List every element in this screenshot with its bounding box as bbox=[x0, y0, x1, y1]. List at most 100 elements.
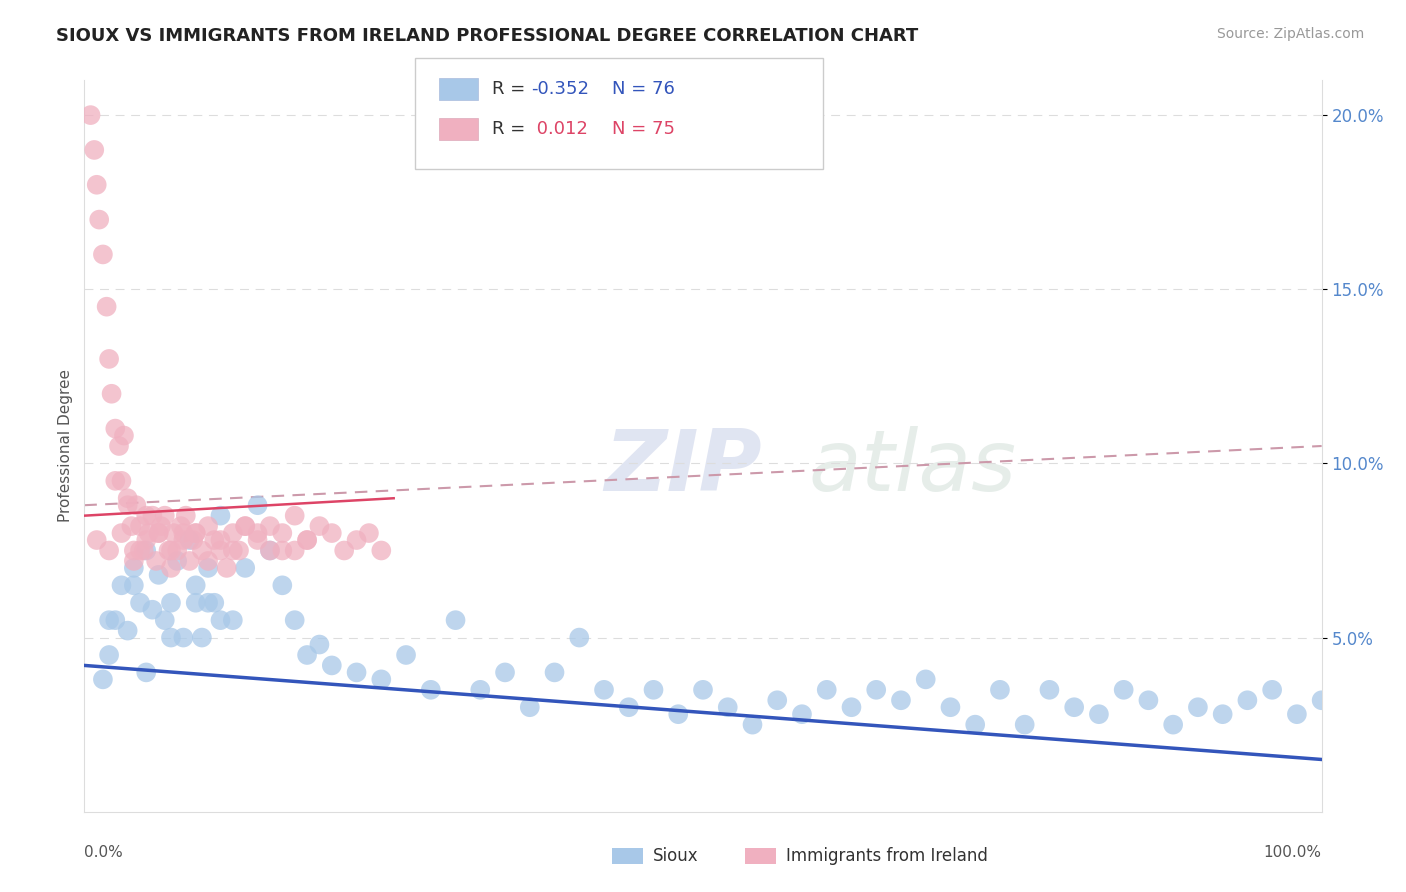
Point bbox=[988, 682, 1011, 697]
Point bbox=[222, 613, 245, 627]
Point bbox=[643, 682, 665, 697]
Point bbox=[259, 543, 281, 558]
Point bbox=[86, 178, 108, 192]
Point bbox=[135, 543, 157, 558]
Point bbox=[766, 693, 789, 707]
Point bbox=[129, 543, 152, 558]
Point bbox=[890, 693, 912, 707]
Point bbox=[120, 519, 142, 533]
Text: 0.0%: 0.0% bbox=[84, 845, 124, 860]
Point bbox=[321, 658, 343, 673]
Point bbox=[135, 665, 157, 680]
Point bbox=[172, 533, 194, 547]
Point bbox=[209, 508, 232, 523]
Point bbox=[104, 421, 127, 435]
Point bbox=[160, 631, 183, 645]
Point bbox=[470, 682, 492, 697]
Point bbox=[172, 526, 194, 541]
Point bbox=[202, 533, 225, 547]
Point bbox=[1063, 700, 1085, 714]
Point bbox=[166, 554, 188, 568]
Point bbox=[333, 543, 356, 558]
Point bbox=[148, 567, 170, 582]
Text: Source: ZipAtlas.com: Source: ZipAtlas.com bbox=[1216, 27, 1364, 41]
Point bbox=[246, 498, 269, 512]
Point bbox=[197, 519, 219, 533]
Point bbox=[89, 212, 111, 227]
Point bbox=[346, 665, 368, 680]
Point bbox=[295, 648, 318, 662]
Point bbox=[184, 526, 207, 541]
Point bbox=[98, 351, 121, 366]
Point bbox=[148, 526, 170, 541]
Point bbox=[170, 519, 193, 533]
Point bbox=[865, 682, 887, 697]
Point bbox=[135, 533, 157, 547]
Point bbox=[370, 673, 392, 687]
Point bbox=[179, 554, 201, 568]
Point bbox=[1014, 717, 1036, 731]
Point bbox=[914, 673, 936, 687]
Point bbox=[174, 508, 197, 523]
Point bbox=[692, 682, 714, 697]
Point bbox=[209, 613, 232, 627]
Point bbox=[284, 613, 307, 627]
Point bbox=[259, 519, 281, 533]
Point bbox=[419, 682, 441, 697]
Point bbox=[184, 526, 207, 541]
Point bbox=[1187, 700, 1209, 714]
Point bbox=[179, 533, 201, 547]
Point bbox=[519, 700, 541, 714]
Point bbox=[543, 665, 565, 680]
Point bbox=[86, 533, 108, 547]
Point bbox=[790, 707, 813, 722]
Point bbox=[233, 561, 256, 575]
Point bbox=[939, 700, 962, 714]
Point bbox=[444, 613, 467, 627]
Point bbox=[228, 543, 250, 558]
Point bbox=[117, 498, 139, 512]
Point bbox=[197, 554, 219, 568]
Point bbox=[172, 631, 194, 645]
Point bbox=[357, 526, 380, 541]
Point bbox=[160, 596, 183, 610]
Point bbox=[222, 543, 245, 558]
Point bbox=[1088, 707, 1111, 722]
Point bbox=[132, 543, 155, 558]
Point bbox=[157, 543, 180, 558]
Point bbox=[271, 578, 294, 592]
Point bbox=[593, 682, 616, 697]
Point bbox=[284, 508, 307, 523]
Point bbox=[122, 561, 145, 575]
Point bbox=[110, 578, 132, 592]
Point bbox=[138, 526, 160, 541]
Point bbox=[233, 519, 256, 533]
Text: N = 75: N = 75 bbox=[612, 120, 675, 138]
Point bbox=[122, 543, 145, 558]
Point bbox=[160, 543, 183, 558]
Point bbox=[141, 508, 163, 523]
Point bbox=[122, 554, 145, 568]
Point bbox=[197, 596, 219, 610]
Point bbox=[717, 700, 740, 714]
Point bbox=[148, 526, 170, 541]
Point bbox=[104, 474, 127, 488]
Text: -0.352: -0.352 bbox=[531, 80, 589, 98]
Point bbox=[209, 533, 232, 547]
Point bbox=[666, 707, 689, 722]
Point bbox=[202, 596, 225, 610]
Point bbox=[153, 508, 176, 523]
Point bbox=[160, 561, 183, 575]
Point bbox=[191, 543, 214, 558]
Point bbox=[96, 300, 118, 314]
Point bbox=[98, 543, 121, 558]
Point bbox=[259, 543, 281, 558]
Text: R =: R = bbox=[492, 80, 531, 98]
Text: ZIP: ZIP bbox=[605, 426, 762, 509]
Point bbox=[110, 474, 132, 488]
Text: R =: R = bbox=[492, 120, 531, 138]
Point bbox=[815, 682, 838, 697]
Point bbox=[129, 519, 152, 533]
Point bbox=[100, 386, 122, 401]
Point bbox=[741, 717, 763, 731]
